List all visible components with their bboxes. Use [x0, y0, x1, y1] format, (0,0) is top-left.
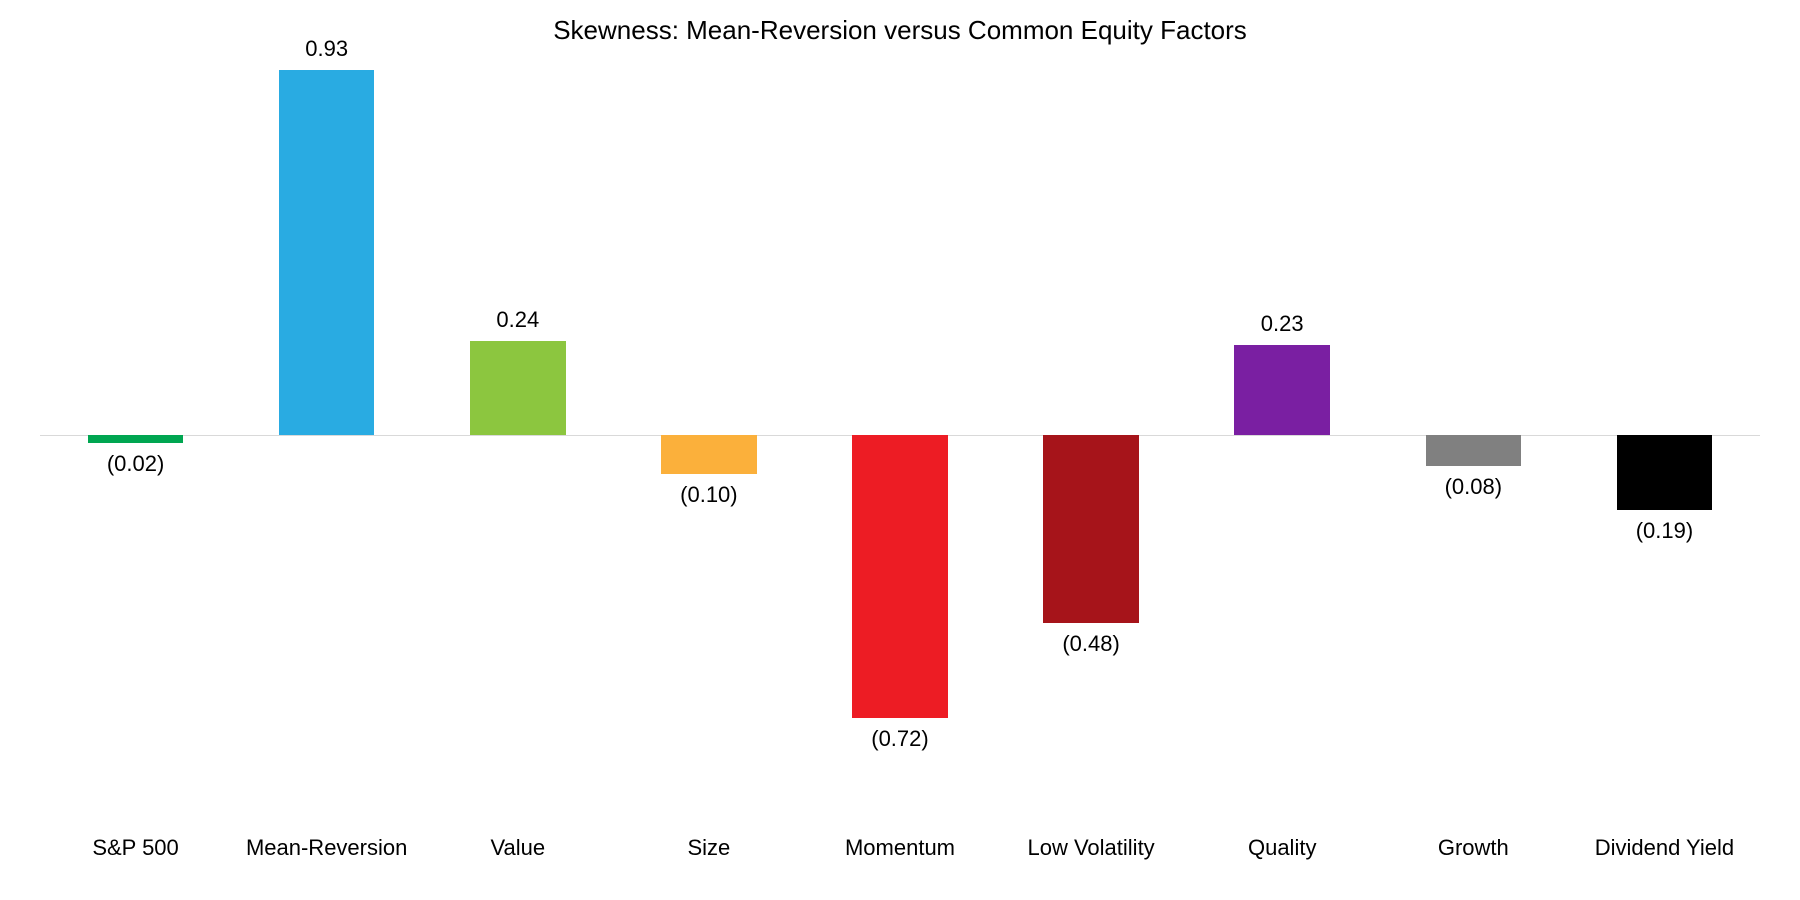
category-label: Quality	[1187, 835, 1378, 861]
category-label: Size	[613, 835, 804, 861]
category-label: Low Volatility	[996, 835, 1187, 861]
bar-value-label: 0.24	[422, 307, 613, 333]
bar	[1617, 435, 1713, 510]
bar	[661, 435, 757, 474]
bar-value-label: (0.02)	[40, 451, 231, 477]
bar	[470, 341, 566, 435]
bar-value-label: (0.48)	[996, 631, 1187, 657]
bar	[1234, 345, 1330, 435]
plot-area: (0.02)0.930.24(0.10)(0.72)(0.48)0.23(0.0…	[40, 70, 1760, 800]
bar	[279, 70, 375, 435]
skewness-chart: Skewness: Mean-Reversion versus Common E…	[0, 0, 1800, 900]
category-label: Value	[422, 835, 613, 861]
category-label: Mean-Reversion	[231, 835, 422, 861]
bar-value-label: (0.08)	[1378, 474, 1569, 500]
category-label: Growth	[1378, 835, 1569, 861]
bar	[1426, 435, 1522, 466]
category-label: S&P 500	[40, 835, 231, 861]
bar	[88, 435, 184, 443]
bar-value-label: 0.93	[231, 36, 422, 62]
bar-value-label: (0.72)	[804, 726, 995, 752]
category-label: Dividend Yield	[1569, 835, 1760, 861]
bar-value-label: 0.23	[1187, 311, 1378, 337]
bar	[1043, 435, 1139, 623]
bar-value-label: (0.19)	[1569, 518, 1760, 544]
bar-value-label: (0.10)	[613, 482, 804, 508]
category-label: Momentum	[804, 835, 995, 861]
bar	[852, 435, 948, 718]
